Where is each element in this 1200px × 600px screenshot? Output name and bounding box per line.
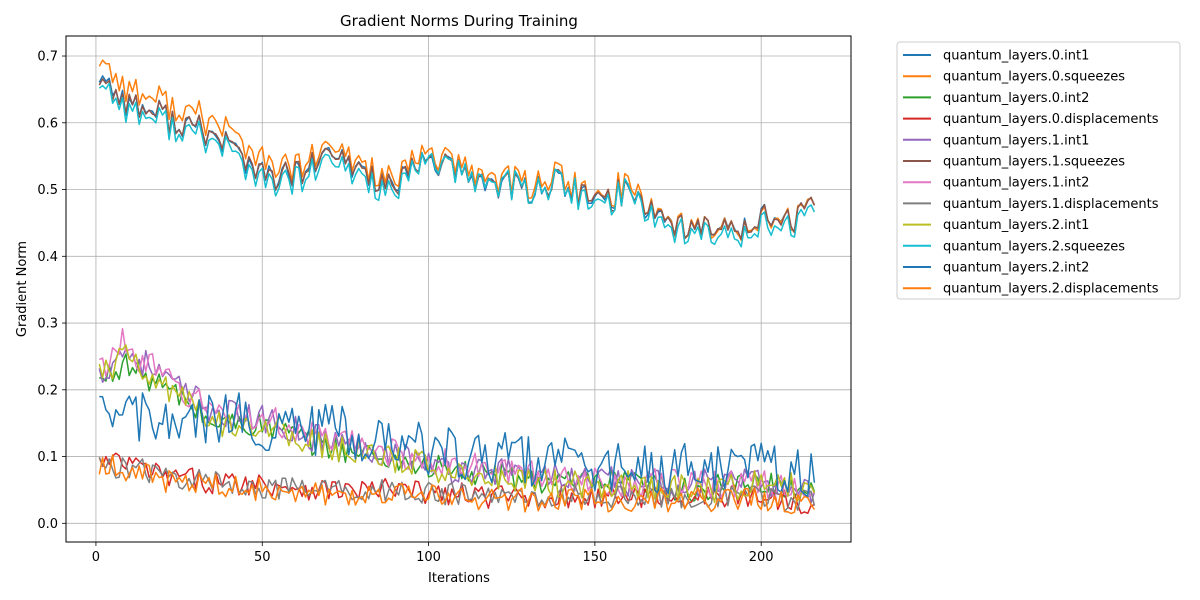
series-line <box>98 344 816 504</box>
legend-label: quantum_layers.2.int2 <box>943 261 1089 276</box>
y-tick-label: 0.7 <box>37 50 58 65</box>
y-axis: 0.0 0.1 0.2 0.3 0.4 0.5 0.6 0.7 <box>37 50 66 532</box>
x-tick-label: 150 <box>582 550 607 565</box>
y-tick-label: 0.3 <box>37 317 58 332</box>
y-tick-label: 0.6 <box>37 116 58 131</box>
legend-label: quantum_layers.1.squeezes <box>943 155 1125 170</box>
series-line <box>98 452 815 515</box>
y-tick-label: 0.4 <box>37 250 58 265</box>
x-tick-label: 200 <box>749 550 774 565</box>
y-tick-label: 0.1 <box>37 450 58 465</box>
x-axis: 0 50 100 150 200 <box>92 542 774 565</box>
series-line <box>98 82 816 248</box>
legend-label: quantum_layers.0.displacements <box>943 112 1159 127</box>
legend-label: quantum_layers.2.int1 <box>943 218 1089 233</box>
grid-layer <box>66 36 851 542</box>
y-tick-label: 0.2 <box>37 383 58 398</box>
plot-frame <box>65 35 852 543</box>
legend: quantum_layers.0.int1 quantum_layers.0.sq… <box>896 41 1181 300</box>
legend-label: quantum_layers.1.int2 <box>943 176 1089 191</box>
series-line <box>98 454 816 515</box>
y-axis-title: Gradient Norm <box>15 241 30 337</box>
x-tick-label: 50 <box>254 550 271 565</box>
series-layer <box>98 59 816 515</box>
legend-label: quantum_layers.1.int1 <box>943 133 1089 148</box>
x-tick-label: 100 <box>416 550 441 565</box>
legend-label: quantum_layers.0.squeezes <box>943 70 1125 85</box>
x-tick-label: 0 <box>92 550 100 565</box>
y-tick-label: 0.0 <box>37 517 58 532</box>
legend-label: quantum_layers.0.int2 <box>943 91 1089 106</box>
series-line <box>98 457 816 513</box>
series-line <box>99 392 816 498</box>
x-axis-title: Iterations <box>428 571 490 586</box>
legend-label: quantum_layers.0.int1 <box>943 49 1089 64</box>
legend-label: quantum_layers.2.displacements <box>943 282 1159 297</box>
legend-box <box>896 41 1181 300</box>
y-tick-label: 0.5 <box>37 183 58 198</box>
series-line <box>98 347 816 504</box>
legend-label: quantum_layers.1.displacements <box>943 197 1159 212</box>
legend-label: quantum_layers.2.squeezes <box>943 239 1125 254</box>
chart-title: Gradient Norms During Training <box>340 12 578 30</box>
